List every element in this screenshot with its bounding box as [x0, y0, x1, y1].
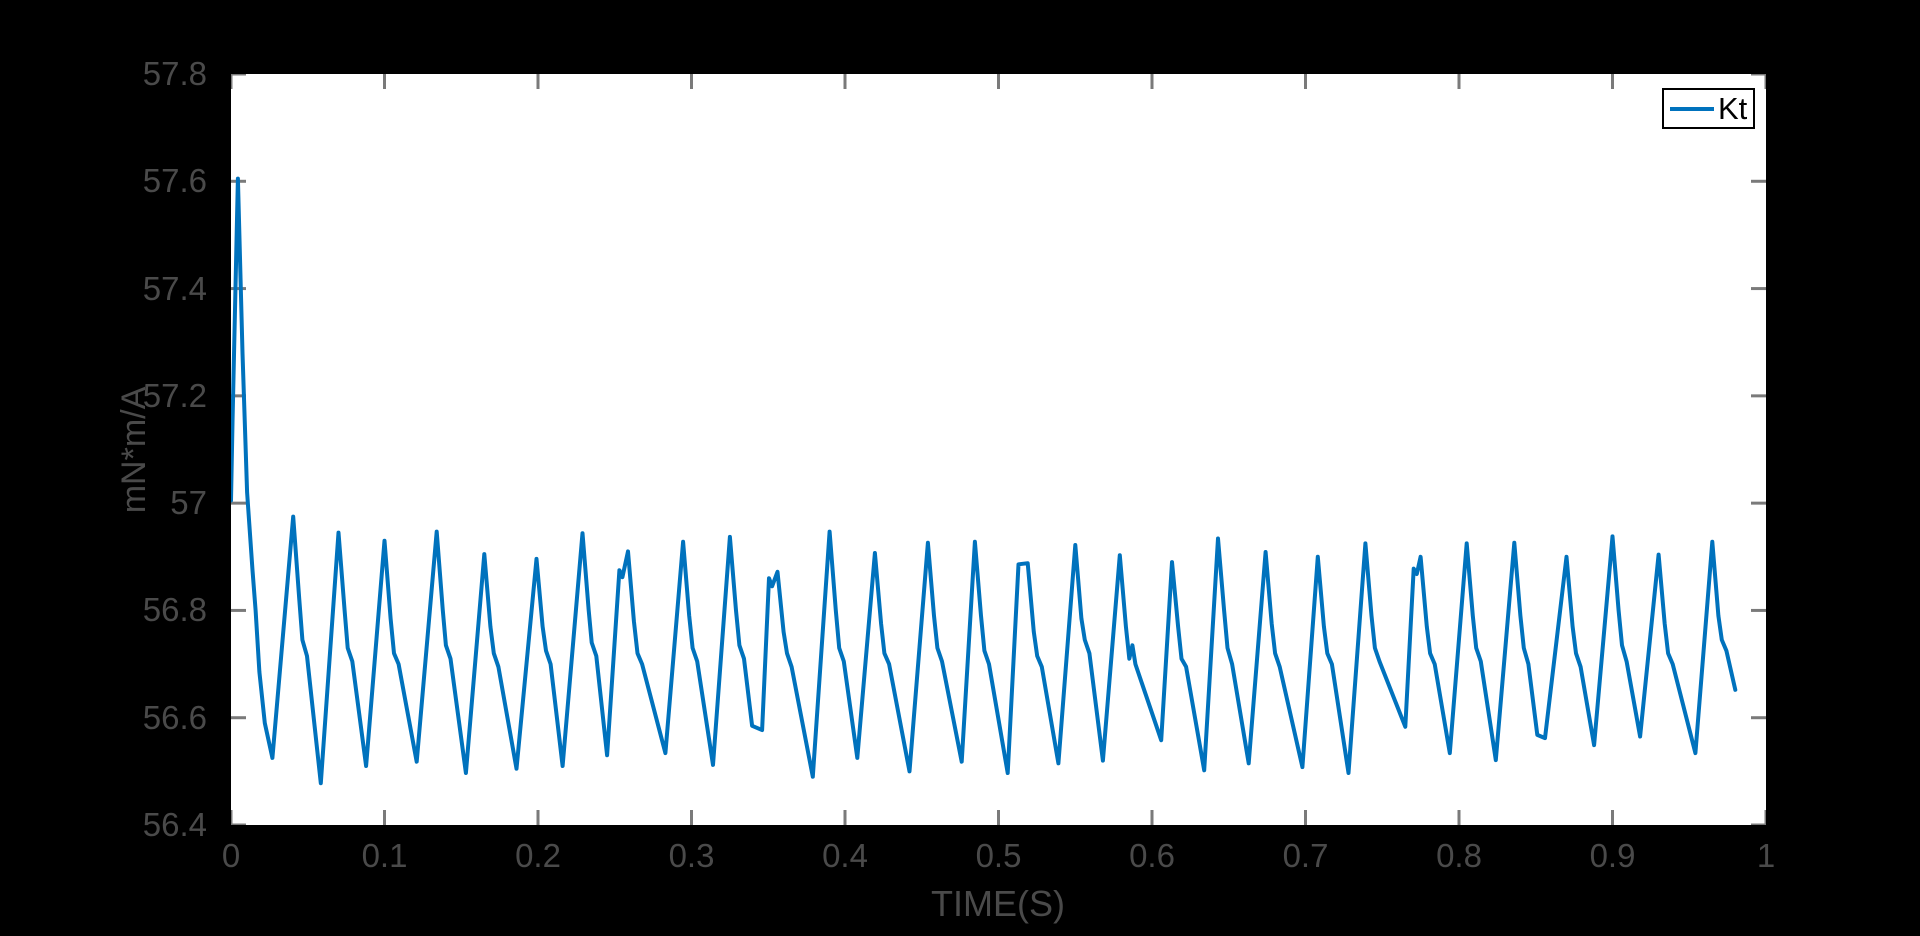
- x-tick-label: 0.6: [1129, 837, 1175, 874]
- x-tick-label: 0.8: [1436, 837, 1482, 874]
- x-tick-label: 0.1: [361, 837, 408, 874]
- y-tick-label: 57.4: [142, 269, 207, 307]
- y-tick-label: 57.8: [142, 55, 207, 92]
- x-tick-label: 0.3: [668, 837, 715, 874]
- plot-area: Kt: [231, 74, 1766, 825]
- x-tick-label: 0.5: [975, 837, 1022, 874]
- y-tick-label: 56.4: [142, 806, 207, 843]
- x-tick-label: 0.7: [1282, 837, 1329, 874]
- x-tick-label: 0.4: [822, 837, 868, 874]
- y-tick-label: 56.6: [142, 698, 207, 736]
- y-axis-label: mN*m/A: [115, 386, 153, 514]
- y-tick-label: 57.2: [142, 376, 207, 414]
- legend[interactable]: Kt: [1662, 88, 1755, 129]
- x-tick-label: 0.2: [515, 837, 561, 874]
- line-chart: [231, 74, 1766, 825]
- legend-label-kt: Kt: [1718, 91, 1748, 126]
- x-tick-label: 0.9: [1589, 837, 1636, 874]
- y-tick-label: 56.8: [142, 591, 207, 629]
- y-tick-label: 57: [170, 484, 207, 522]
- axis-ticks: [231, 74, 1766, 825]
- x-tick-label: 1: [1756, 837, 1776, 874]
- y-tick-label: 57.6: [142, 162, 207, 200]
- x-axis-label: TIME(S): [931, 883, 1065, 924]
- x-tick-label: 0: [221, 837, 241, 874]
- legend-line-sample-kt: [1670, 106, 1714, 111]
- series-line-kt: [231, 176, 1738, 786]
